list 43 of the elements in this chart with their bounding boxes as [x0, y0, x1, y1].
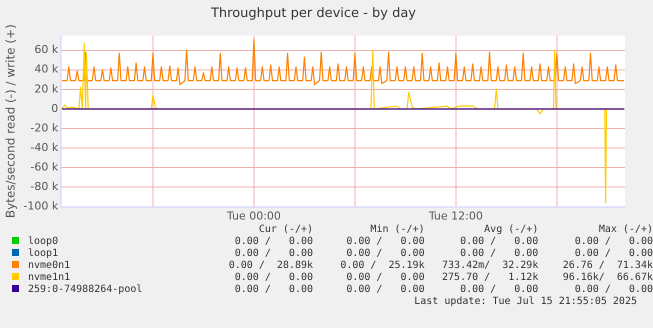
- y-tick-label: 40 k: [34, 62, 59, 76]
- x-tick-label: Tue 00:00: [226, 209, 281, 222]
- y-tick-label: -40 k: [30, 140, 59, 154]
- text: Min (-/+): [369, 224, 425, 236]
- text: 0.00 / 0.00: [234, 236, 314, 248]
- text: 0.00 / 0.00: [345, 236, 425, 248]
- text: 733.42m/ 32.29k: [441, 260, 538, 272]
- x-tick-label: Tue 12:00: [428, 209, 483, 222]
- text: 0.00 / 0.00: [574, 284, 653, 296]
- y-tick-label: -100 k: [23, 200, 59, 213]
- legend-label: nvme1n1: [27, 272, 72, 284]
- text: 0.00 / 0.00: [234, 248, 314, 260]
- text: 26.76 / 71.34k: [562, 260, 653, 272]
- text: 0.00 / 25.19k: [339, 260, 425, 272]
- y-tick-label: 60 k: [34, 43, 59, 56]
- text: Avg (-/+): [483, 224, 538, 236]
- text: 0.00 / 0.00: [345, 272, 425, 284]
- text: 0.00 / 0.00: [459, 248, 538, 260]
- y-tick-label: -20 k: [30, 121, 59, 134]
- y-axis-title: Bytes/second read (-) / write (+): [3, 24, 18, 218]
- text: 0.00 / 0.00: [345, 248, 425, 260]
- text: Last update: Tue Jul 15 21:55:05 2025: [414, 296, 637, 308]
- legend-label: loop0: [27, 236, 60, 248]
- legend-label: loop1: [27, 248, 60, 260]
- text: 0.00 / 0.00: [574, 248, 653, 260]
- text: 0.00 / 0.00: [574, 236, 653, 248]
- text: Max (-/+): [598, 224, 653, 236]
- y-tick-label: 0: [51, 102, 58, 115]
- legend-label: nvme0n1: [27, 260, 72, 272]
- text: 96.16k/ 66.67k: [562, 272, 653, 284]
- text: Cur (-/+): [258, 224, 314, 236]
- text: 275.70 / 1.12k: [441, 272, 538, 284]
- text: 0.00 / 0.00: [234, 272, 314, 284]
- text: 0.00 / 0.00: [234, 284, 314, 296]
- y-tick-label: -60 k: [30, 160, 59, 174]
- text: 0.00 / 0.00: [345, 284, 425, 296]
- legend-label: 259:0-74988264-pool: [27, 284, 144, 296]
- text: 0.00 / 28.89k: [228, 260, 314, 272]
- chart-title: Throughput per device - by day: [210, 6, 416, 22]
- y-tick-label: 20 k: [34, 82, 59, 96]
- text: 0.00 / 0.00: [459, 284, 538, 296]
- text: 0.00 / 0.00: [459, 236, 538, 248]
- y-tick-label: -80 k: [30, 180, 59, 194]
